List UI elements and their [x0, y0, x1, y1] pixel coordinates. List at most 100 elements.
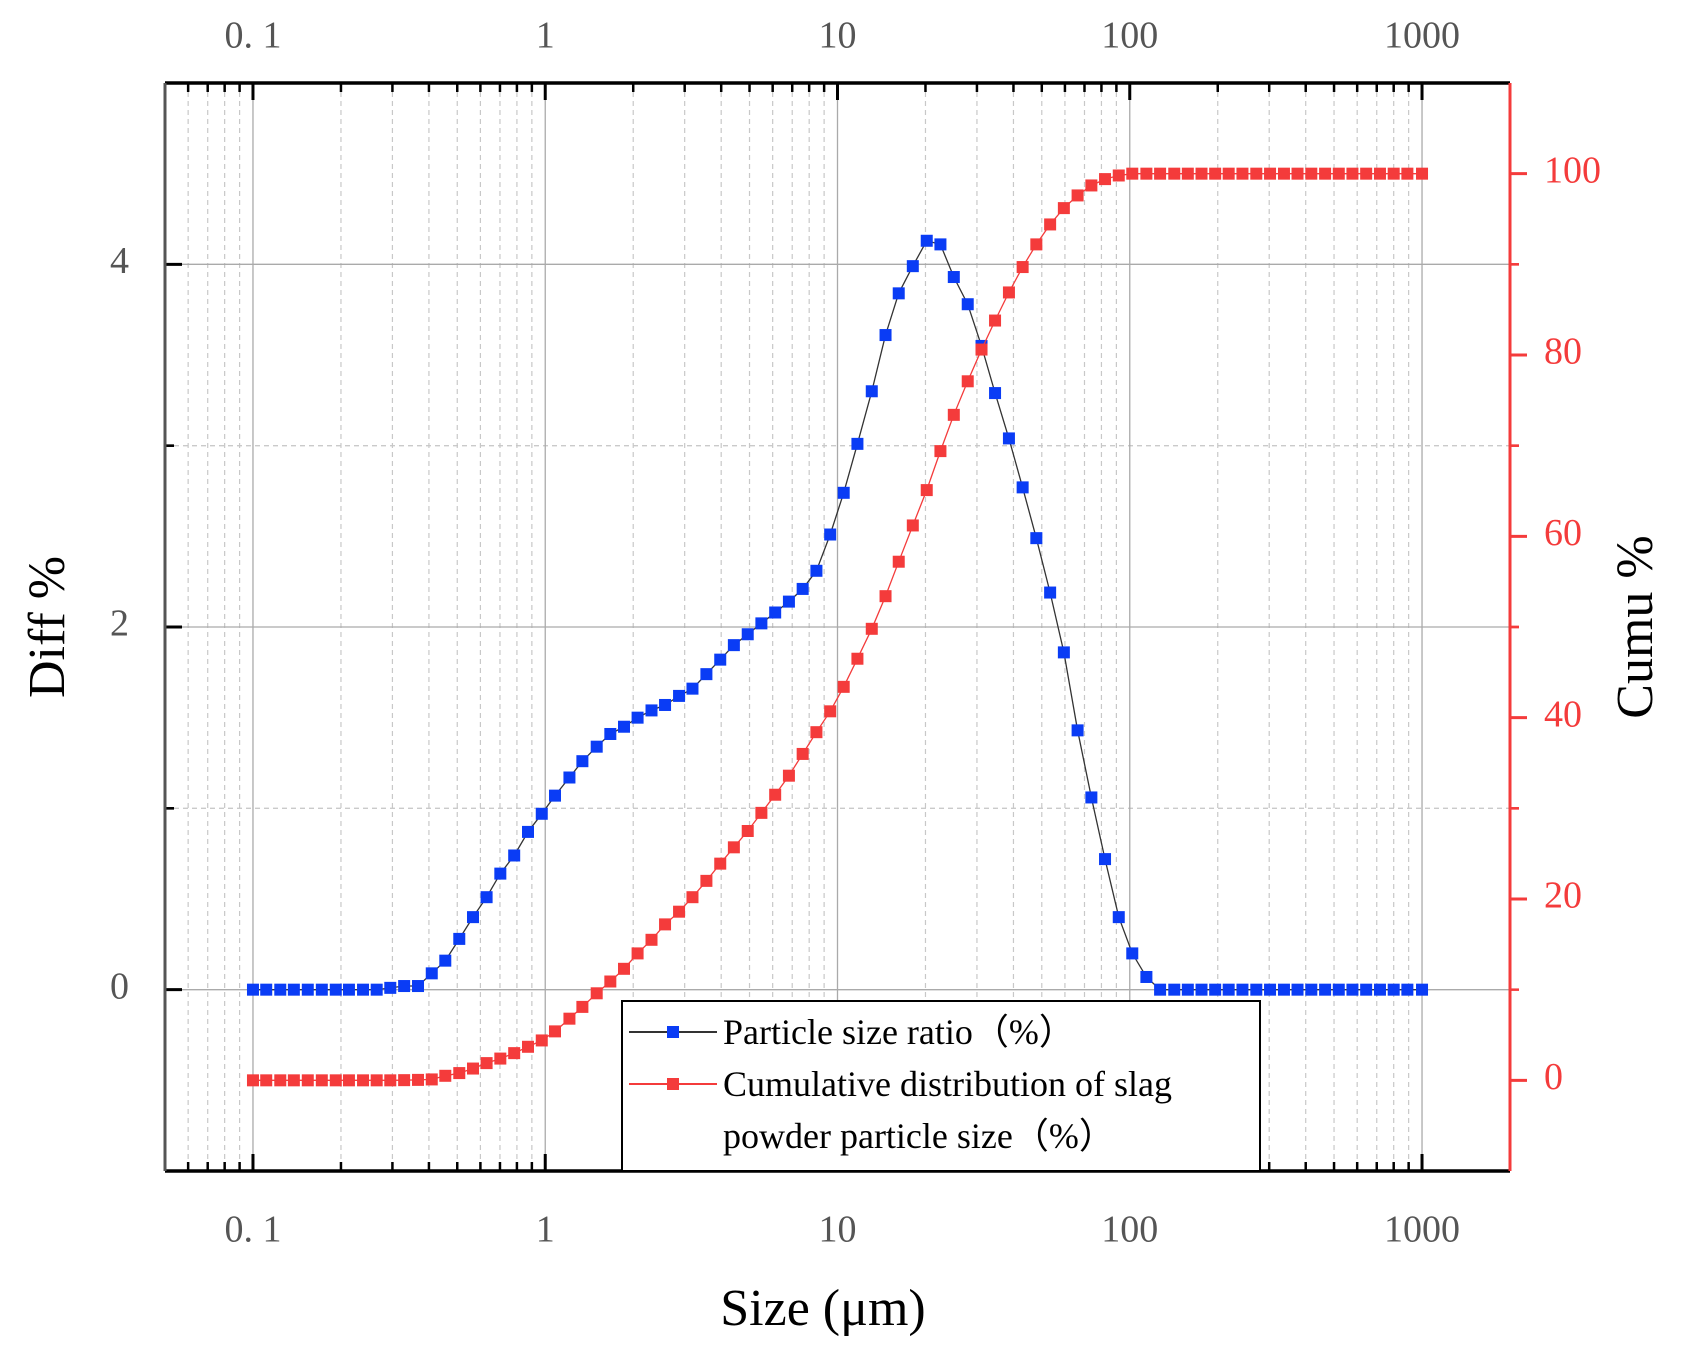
x-tick-label: 1	[536, 1209, 555, 1251]
marker	[961, 298, 974, 311]
marker	[425, 967, 438, 980]
marker	[576, 1000, 589, 1013]
x-tick-label: 10	[819, 1209, 857, 1251]
marker	[810, 564, 823, 577]
marker	[590, 987, 603, 1000]
marker	[769, 606, 782, 619]
marker	[645, 933, 658, 946]
marker	[714, 653, 727, 666]
marker	[1387, 167, 1400, 180]
x-tick-label: 100	[1101, 1209, 1158, 1251]
marker	[755, 806, 768, 819]
marker	[549, 789, 562, 802]
marker	[370, 983, 383, 996]
legend-label: Particle size ratio（%）	[723, 1012, 1075, 1052]
marker	[865, 622, 878, 635]
marker	[1030, 238, 1043, 251]
marker	[1195, 167, 1208, 180]
marker	[1305, 167, 1318, 180]
y-tick-label: 0	[110, 965, 129, 1007]
marker	[989, 314, 1002, 327]
marker	[301, 1074, 314, 1087]
marker	[384, 981, 397, 994]
marker	[892, 287, 905, 300]
y-axis-title: Diff %	[19, 556, 76, 698]
marker	[1209, 983, 1222, 996]
marker	[741, 825, 754, 837]
marker	[287, 1074, 300, 1087]
marker	[824, 705, 837, 718]
marker	[934, 445, 947, 458]
x-tick-label: 1000	[1384, 1209, 1460, 1251]
legend-entry: Particle size ratio（%）	[623, 1006, 1259, 1058]
marker	[1044, 218, 1057, 231]
marker	[604, 975, 617, 988]
marker	[1030, 532, 1043, 545]
y2-axis-title: Cumu %	[1607, 535, 1664, 718]
legend: Particle size ratio（%） Cumulative distrib…	[621, 1000, 1261, 1172]
marker	[1264, 167, 1277, 180]
marker	[1044, 586, 1057, 599]
marker	[301, 983, 314, 996]
y-tick-label: 2	[110, 603, 129, 645]
marker	[714, 857, 727, 870]
marker	[357, 1074, 370, 1087]
marker	[549, 1025, 562, 1038]
marker	[727, 841, 740, 854]
marker	[1099, 173, 1112, 186]
marker	[1222, 983, 1235, 996]
marker	[315, 1074, 328, 1087]
marker	[727, 639, 740, 652]
marker	[453, 932, 466, 945]
marker	[1332, 167, 1345, 180]
marker	[1264, 983, 1277, 996]
marker	[769, 788, 782, 801]
marker	[604, 727, 617, 740]
marker	[522, 825, 535, 838]
marker	[1346, 983, 1359, 996]
marker	[755, 617, 768, 630]
marker	[947, 408, 960, 421]
marker	[246, 983, 259, 996]
marker	[879, 590, 892, 603]
marker	[989, 387, 1002, 400]
marker	[494, 1052, 507, 1065]
marker	[851, 652, 864, 665]
marker	[453, 1067, 466, 1080]
marker	[260, 1074, 273, 1087]
marker	[384, 1074, 397, 1087]
marker	[645, 704, 658, 717]
marker	[1071, 189, 1084, 202]
marker	[1140, 970, 1153, 983]
legend-label: Cumulative distribution of slag powder p…	[723, 1064, 1172, 1156]
marker	[342, 983, 355, 996]
marker	[370, 1074, 383, 1087]
marker	[508, 1047, 521, 1060]
marker	[700, 668, 713, 681]
marker	[1181, 983, 1194, 996]
marker	[508, 849, 521, 862]
marker	[1112, 169, 1125, 182]
marker	[1154, 167, 1167, 180]
marker	[837, 486, 850, 499]
marker	[287, 983, 300, 996]
marker	[686, 682, 699, 695]
marker	[631, 947, 644, 960]
marker	[906, 260, 919, 273]
y2-tick-label: 20	[1544, 875, 1582, 917]
marker	[1401, 167, 1414, 180]
marker	[673, 689, 686, 702]
x-top-tick-label: 1000	[1384, 15, 1460, 57]
marker	[1416, 983, 1429, 996]
marker	[837, 680, 850, 693]
marker	[631, 711, 644, 724]
marker	[1236, 983, 1249, 996]
marker	[920, 234, 933, 247]
y2-tick-label: 80	[1544, 331, 1582, 373]
marker	[1387, 983, 1400, 996]
marker	[810, 726, 823, 739]
x-top-tick-label: 0. 1	[224, 15, 281, 57]
marker	[782, 595, 795, 608]
